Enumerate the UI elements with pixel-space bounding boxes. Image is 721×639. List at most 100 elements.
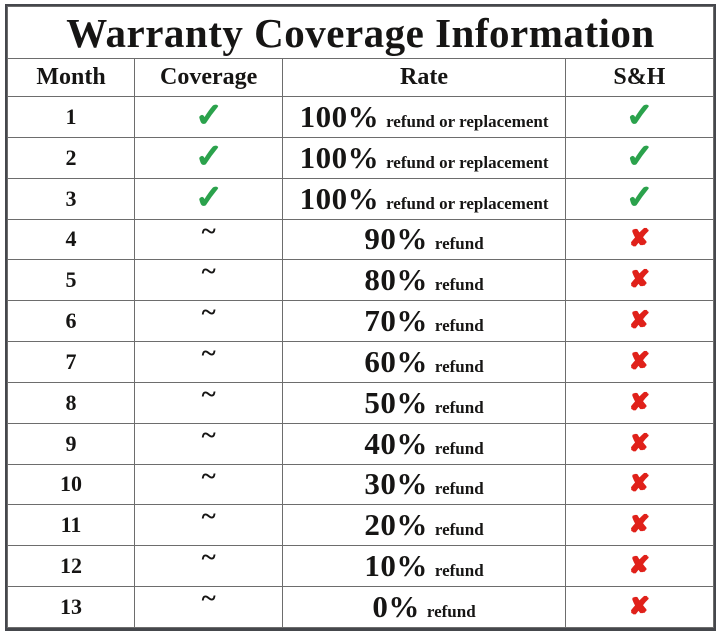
sh-cell: ✓ (564, 177, 715, 220)
rate-cell: 30% refund (282, 463, 566, 506)
rate-value: 90% (364, 221, 428, 257)
check-icon: ✓ (194, 139, 223, 176)
table-row: 10 ~ 30% refund ✘ (6, 463, 715, 506)
coverage-cell: ~ (134, 218, 284, 261)
month-cell: 8 (6, 381, 136, 424)
rate-value: 80% (364, 262, 428, 298)
column-header-sh: S&H (564, 58, 715, 98)
rate-cell: 100% refund or replacement (282, 136, 566, 179)
rate-note: refund (434, 316, 484, 336)
tilde-icon: ~ (201, 586, 216, 613)
coverage-cell: ~ (134, 381, 284, 424)
tilde-icon: ~ (201, 219, 216, 246)
month-cell: 13 (6, 585, 136, 629)
coverage-cell: ~ (134, 259, 284, 302)
check-icon: ✓ (194, 180, 223, 217)
rate-cell: 20% refund (282, 504, 566, 547)
cross-icon: ✘ (629, 348, 650, 375)
tilde-icon: ~ (201, 545, 216, 573)
sh-cell: ✘ (564, 422, 715, 465)
cross-icon: ✘ (629, 430, 650, 457)
table-row: 7 ~ 60% refund ✘ (6, 341, 715, 383)
cross-icon: ✘ (629, 308, 650, 335)
month-cell: 11 (6, 504, 136, 547)
check-icon: ✓ (625, 98, 654, 135)
rate-value: 60% (364, 343, 428, 379)
tilde-icon: ~ (201, 382, 216, 409)
tilde-icon: ~ (201, 300, 216, 328)
sh-cell: ✓ (564, 136, 715, 179)
cross-icon: ✘ (629, 553, 650, 580)
rate-value: 100% (299, 139, 380, 175)
rate-note: refund (434, 234, 484, 254)
rate-note: refund (434, 438, 484, 458)
rate-cell: 100% refund or replacement (282, 96, 566, 138)
coverage-cell: ~ (134, 545, 284, 587)
coverage-cell: ✓ (134, 177, 284, 220)
rate-value: 50% (364, 384, 428, 420)
cross-icon: ✘ (629, 471, 650, 498)
rate-note: refund or replacement (386, 152, 549, 172)
cross-icon: ✘ (629, 389, 650, 416)
page-title: Warranty Coverage Information (7, 5, 714, 60)
rate-value: 100% (299, 180, 380, 216)
sh-cell: ✘ (564, 585, 715, 629)
column-header-coverage: Coverage (134, 58, 284, 98)
check-icon: ✓ (625, 180, 654, 217)
sh-cell: ✘ (564, 504, 715, 547)
rate-value: 100% (299, 98, 380, 134)
month-cell: 5 (6, 259, 136, 302)
rate-cell: 90% refund (282, 218, 566, 261)
rate-value: 30% (364, 466, 428, 502)
month-cell: 2 (6, 136, 136, 179)
table-row: 9 ~ 40% refund ✘ (6, 422, 715, 465)
month-cell: 4 (6, 218, 136, 261)
month-cell: 6 (6, 300, 136, 343)
cross-icon: ✘ (629, 267, 650, 294)
month-cell: 1 (6, 96, 136, 138)
rate-value: 70% (364, 303, 428, 339)
rate-note: refund (434, 520, 484, 540)
cross-icon: ✘ (629, 226, 650, 253)
rate-value: 20% (364, 507, 428, 543)
rate-note: refund or replacement (386, 193, 549, 213)
coverage-cell: ~ (134, 463, 284, 506)
sh-cell: ✘ (564, 381, 715, 424)
header-row: Month Coverage Rate S&H (6, 58, 715, 98)
rate-note: refund or replacement (386, 111, 549, 131)
rate-cell: 50% refund (282, 381, 566, 424)
table-row: 5 ~ 80% refund ✘ (6, 259, 715, 302)
check-icon: ✓ (625, 139, 654, 176)
rate-note: refund (434, 561, 484, 581)
warranty-table-frame: Warranty Coverage Information Month Cove… (5, 4, 716, 631)
rate-cell: 40% refund (282, 422, 566, 465)
cross-icon: ✘ (629, 593, 650, 620)
rate-note: refund (434, 356, 484, 376)
sh-cell: ✘ (564, 545, 715, 587)
rate-note: refund (434, 397, 484, 417)
rate-note: refund (426, 601, 476, 621)
coverage-cell: ~ (134, 585, 284, 629)
table-row: 3 ✓ 100% refund or replacement ✓ (6, 177, 715, 220)
column-header-month: Month (6, 58, 136, 98)
sh-cell: ✘ (564, 300, 715, 343)
cross-icon: ✘ (629, 512, 650, 539)
warranty-table: Warranty Coverage Information Month Cove… (6, 5, 715, 629)
tilde-icon: ~ (201, 504, 216, 532)
tilde-icon: ~ (201, 341, 216, 369)
coverage-cell: ~ (134, 504, 284, 547)
table-row: 13 ~ 0% refund ✘ (6, 585, 715, 629)
table-row: 6 ~ 70% refund ✘ (6, 300, 715, 343)
month-cell: 7 (6, 341, 136, 383)
check-icon: ✓ (194, 98, 223, 135)
rate-cell: 80% refund (282, 259, 566, 302)
month-cell: 3 (6, 177, 136, 220)
rate-value: 10% (364, 548, 428, 584)
table-row: 2 ✓ 100% refund or replacement ✓ (6, 136, 715, 179)
coverage-cell: ✓ (134, 136, 284, 179)
coverage-cell: ✓ (134, 96, 284, 138)
tilde-icon: ~ (201, 423, 216, 450)
rate-cell: 10% refund (282, 545, 566, 587)
sh-cell: ✘ (564, 259, 715, 302)
sh-cell: ✘ (564, 341, 715, 383)
